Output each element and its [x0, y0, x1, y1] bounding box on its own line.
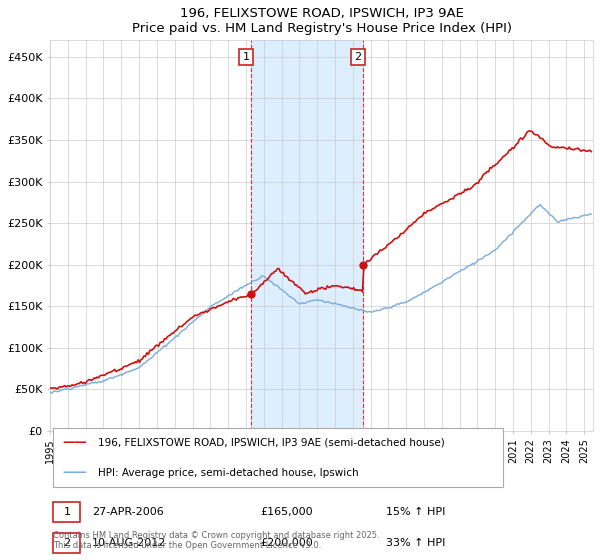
Text: 1: 1	[64, 507, 70, 517]
Text: 2: 2	[64, 538, 70, 548]
Title: 196, FELIXSTOWE ROAD, IPSWICH, IP3 9AE
Price paid vs. HM Land Registry's House P: 196, FELIXSTOWE ROAD, IPSWICH, IP3 9AE P…	[131, 7, 512, 35]
Text: 196, FELIXSTOWE ROAD, IPSWICH, IP3 9AE (semi-detached house): 196, FELIXSTOWE ROAD, IPSWICH, IP3 9AE (…	[98, 437, 445, 447]
Bar	[251, 40, 364, 431]
Text: ——: ——	[62, 436, 87, 449]
Text: 10-AUG-2012: 10-AUG-2012	[92, 538, 166, 548]
Text: HPI: Average price, semi-detached house, Ipswich: HPI: Average price, semi-detached house,…	[98, 468, 359, 478]
Text: 2: 2	[355, 52, 362, 62]
Text: 1: 1	[242, 52, 250, 62]
Text: £165,000: £165,000	[260, 507, 313, 517]
Text: 33% ↑ HPI: 33% ↑ HPI	[386, 538, 445, 548]
Text: 196, FELIXSTOWE ROAD, IPSWICH, IP3 9AE (semi-detached house): 196, FELIXSTOWE ROAD, IPSWICH, IP3 9AE (…	[98, 437, 445, 447]
Text: ——: ——	[62, 466, 87, 479]
Text: £200,000: £200,000	[260, 538, 313, 548]
Text: Contains HM Land Registry data © Crown copyright and database right 2025.
This d: Contains HM Land Registry data © Crown c…	[53, 531, 380, 550]
Text: 27-APR-2006: 27-APR-2006	[92, 507, 164, 517]
Text: ——: ——	[62, 436, 87, 449]
Text: 15% ↑ HPI: 15% ↑ HPI	[386, 507, 445, 517]
Text: HPI: Average price, semi-detached house, Ipswich: HPI: Average price, semi-detached house,…	[98, 468, 359, 478]
Text: ——: ——	[62, 466, 87, 479]
